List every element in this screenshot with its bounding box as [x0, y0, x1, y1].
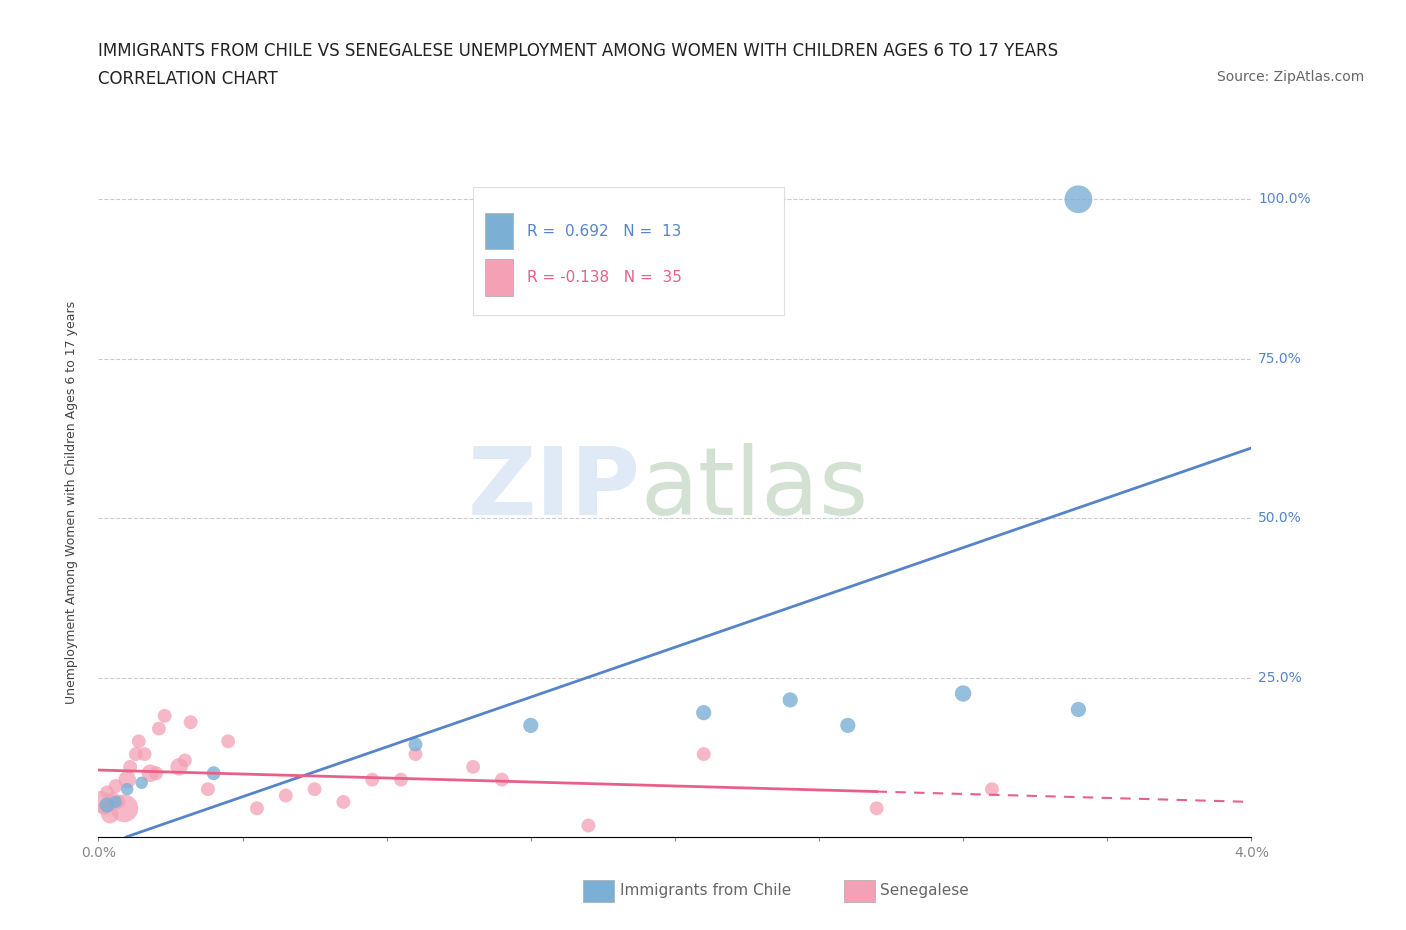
Text: 50.0%: 50.0%	[1258, 512, 1302, 525]
Point	[98, 807, 121, 822]
Point	[128, 734, 150, 749]
Point	[491, 772, 513, 787]
Point	[952, 686, 974, 701]
Text: CORRELATION CHART: CORRELATION CHART	[98, 70, 278, 87]
Text: 75.0%: 75.0%	[1258, 352, 1302, 365]
Point	[578, 818, 600, 833]
Point	[519, 718, 541, 733]
Point	[112, 801, 135, 816]
Point	[1067, 702, 1090, 717]
Y-axis label: Unemployment Among Women with Children Ages 6 to 17 years: Unemployment Among Women with Children A…	[65, 300, 77, 704]
Point	[117, 772, 138, 787]
Point	[461, 760, 484, 775]
Point	[107, 794, 129, 809]
Text: 25.0%: 25.0%	[1258, 671, 1302, 684]
Point	[981, 782, 1004, 797]
Text: Source: ZipAtlas.com: Source: ZipAtlas.com	[1216, 70, 1364, 84]
FancyBboxPatch shape	[472, 188, 785, 314]
Point	[104, 794, 127, 809]
Point	[405, 747, 427, 762]
Point	[389, 772, 412, 787]
Point	[865, 801, 889, 816]
Point	[174, 753, 197, 768]
Point	[104, 778, 127, 793]
Point	[304, 782, 326, 797]
Point	[779, 693, 801, 708]
Point	[131, 776, 153, 790]
Point	[117, 782, 138, 797]
Text: 100.0%: 100.0%	[1258, 193, 1310, 206]
Point	[139, 765, 162, 780]
Text: atlas: atlas	[640, 443, 869, 535]
Point	[96, 785, 118, 800]
Text: ZIP: ZIP	[467, 443, 640, 535]
Point	[101, 791, 124, 806]
Point	[93, 801, 115, 816]
Point	[837, 718, 859, 733]
Point	[134, 747, 156, 762]
Point	[96, 798, 118, 813]
Point	[405, 737, 427, 752]
Point	[167, 760, 190, 775]
Text: Immigrants from Chile: Immigrants from Chile	[620, 884, 792, 898]
Point	[202, 765, 225, 780]
Point	[153, 709, 176, 724]
Point	[332, 794, 354, 809]
Point	[90, 794, 112, 809]
Point	[197, 782, 219, 797]
Text: R = -0.138   N =  35: R = -0.138 N = 35	[527, 271, 682, 286]
Point	[120, 760, 142, 775]
Point	[180, 715, 202, 730]
Point	[125, 747, 148, 762]
Point	[148, 721, 170, 736]
Point	[145, 765, 167, 780]
Text: R =  0.692   N =  13: R = 0.692 N = 13	[527, 223, 682, 238]
Point	[693, 747, 716, 762]
Bar	[485, 259, 513, 297]
Point	[1067, 192, 1090, 206]
Point	[693, 705, 716, 720]
Bar	[485, 213, 513, 249]
Point	[246, 801, 269, 816]
Point	[274, 788, 297, 803]
Text: IMMIGRANTS FROM CHILE VS SENEGALESE UNEMPLOYMENT AMONG WOMEN WITH CHILDREN AGES : IMMIGRANTS FROM CHILE VS SENEGALESE UNEM…	[98, 42, 1059, 60]
Point	[217, 734, 239, 749]
Text: Senegalese: Senegalese	[880, 884, 969, 898]
Point	[361, 772, 384, 787]
